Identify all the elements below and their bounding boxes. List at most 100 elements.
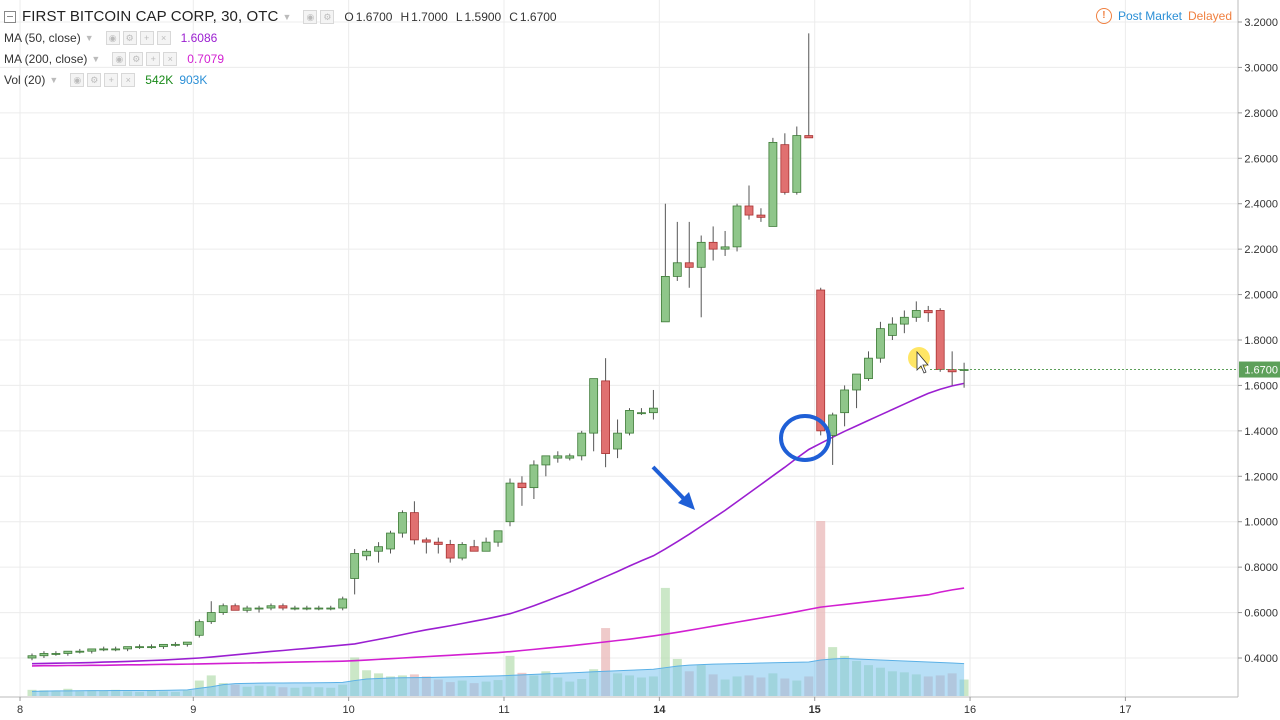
candle-body[interactable] — [159, 643, 168, 648]
study-label[interactable]: Vol (20) — [4, 72, 46, 87]
candle-body[interactable] — [362, 550, 372, 557]
close-icon[interactable]: × — [156, 30, 171, 45]
candle-body[interactable] — [266, 605, 276, 609]
candle-body[interactable] — [792, 135, 802, 193]
candle-body[interactable] — [194, 621, 204, 636]
candle-body[interactable] — [613, 432, 622, 450]
candle-body[interactable] — [660, 275, 670, 323]
candle-body[interactable] — [505, 482, 515, 523]
chevron-down-icon[interactable]: ▼ — [49, 74, 59, 85]
candle-body[interactable] — [433, 541, 443, 545]
candle-body[interactable] — [804, 135, 814, 139]
candle-body[interactable] — [409, 512, 419, 541]
settings-icon[interactable]: ⚙ — [129, 51, 144, 66]
candle-body[interactable] — [111, 648, 121, 651]
candle-body[interactable] — [816, 289, 826, 432]
candle-body[interactable] — [206, 612, 216, 623]
add-icon[interactable]: + — [104, 72, 119, 87]
candle-body[interactable] — [768, 141, 778, 227]
candle-body[interactable] — [350, 553, 360, 579]
candle-body[interactable] — [923, 310, 933, 314]
candle-body[interactable] — [935, 310, 945, 370]
candle-body[interactable] — [696, 241, 706, 268]
candle-body[interactable] — [182, 641, 192, 645]
candle-body[interactable] — [63, 650, 73, 654]
symbol-title[interactable]: FIRST BITCOIN CAP CORP, 30, OTC — [22, 8, 279, 25]
candle-body[interactable] — [51, 653, 61, 655]
chevron-down-icon[interactable]: ▼ — [84, 32, 94, 43]
candle-body[interactable] — [254, 607, 264, 610]
candle-body[interactable] — [326, 607, 336, 610]
candle-body[interactable] — [732, 205, 742, 248]
candle-body[interactable] — [577, 432, 587, 457]
post-market-label[interactable]: Post Market — [1117, 9, 1182, 23]
study-row-ma50[interactable]: MA (50, close) ▼ ◉ ⚙ + × 1.6086 — [0, 27, 565, 48]
info-icon[interactable]: ! — [1095, 8, 1112, 24]
candle-body[interactable] — [230, 605, 240, 611]
candle-body[interactable] — [899, 316, 909, 325]
candle-body[interactable] — [529, 464, 539, 489]
add-icon[interactable]: + — [139, 30, 154, 45]
candle-body[interactable] — [99, 648, 109, 651]
candle-body[interactable] — [947, 369, 957, 373]
settings-icon[interactable]: ⚙ — [87, 72, 102, 87]
eye-icon[interactable]: ◉ — [303, 9, 318, 24]
close-icon[interactable]: × — [121, 72, 136, 87]
candle-body[interactable] — [39, 653, 49, 657]
settings-icon[interactable]: ⚙ — [122, 30, 137, 45]
chevron-down-icon[interactable]: ▼ — [91, 53, 101, 64]
candle-body[interactable] — [780, 144, 790, 193]
candle-body[interactable] — [876, 328, 885, 359]
candle-body[interactable] — [75, 650, 85, 653]
candle-body[interactable] — [290, 607, 300, 610]
candle-body[interactable] — [840, 389, 849, 414]
add-icon[interactable]: + — [146, 51, 161, 66]
candle-body[interactable] — [649, 407, 658, 414]
candle-body[interactable] — [374, 546, 383, 552]
candle-body[interactable] — [756, 214, 766, 218]
candle-body[interactable] — [123, 646, 132, 650]
candle-body[interactable] — [278, 605, 288, 609]
candle-body[interactable] — [493, 530, 503, 543]
candle-body[interactable] — [135, 646, 144, 649]
candle-body[interactable] — [601, 380, 610, 454]
candle-body[interactable] — [541, 455, 551, 466]
candle-body[interactable] — [87, 648, 97, 652]
candle-body[interactable] — [708, 241, 718, 250]
candle-body[interactable] — [302, 607, 312, 610]
candle-body[interactable] — [147, 646, 156, 649]
candle-body[interactable] — [911, 310, 921, 318]
candle-body[interactable] — [637, 412, 646, 415]
candle-body[interactable] — [517, 482, 527, 489]
candle-body[interactable] — [457, 544, 467, 559]
candle-body[interactable] — [565, 455, 575, 459]
candle-body[interactable] — [469, 546, 479, 552]
eye-icon[interactable]: ◉ — [112, 51, 127, 66]
candle-body[interactable] — [720, 246, 730, 250]
candle-body[interactable] — [338, 598, 348, 609]
candle-body[interactable] — [852, 373, 861, 391]
candle-body[interactable] — [553, 455, 563, 459]
candle-body[interactable] — [170, 643, 180, 646]
candle-body[interactable] — [242, 607, 252, 611]
candle-body[interactable] — [445, 544, 455, 559]
candle-body[interactable] — [589, 378, 599, 434]
candle-body[interactable] — [386, 532, 395, 550]
candle-body[interactable] — [625, 410, 634, 434]
candle-body[interactable] — [314, 607, 324, 610]
candle-body[interactable] — [864, 357, 873, 380]
close-icon[interactable]: × — [163, 51, 178, 66]
eye-icon[interactable]: ◉ — [105, 30, 120, 45]
candle-body[interactable] — [27, 655, 37, 659]
candle-body[interactable] — [421, 539, 431, 543]
candle-body[interactable] — [398, 512, 407, 534]
candle-body[interactable] — [959, 369, 969, 371]
candle-body[interactable] — [481, 541, 491, 552]
candle-body[interactable] — [828, 414, 838, 436]
study-label[interactable]: MA (200, close) — [4, 51, 88, 66]
candle-body[interactable] — [684, 262, 694, 268]
study-label[interactable]: MA (50, close) — [4, 30, 81, 45]
eye-icon[interactable]: ◉ — [70, 72, 85, 87]
